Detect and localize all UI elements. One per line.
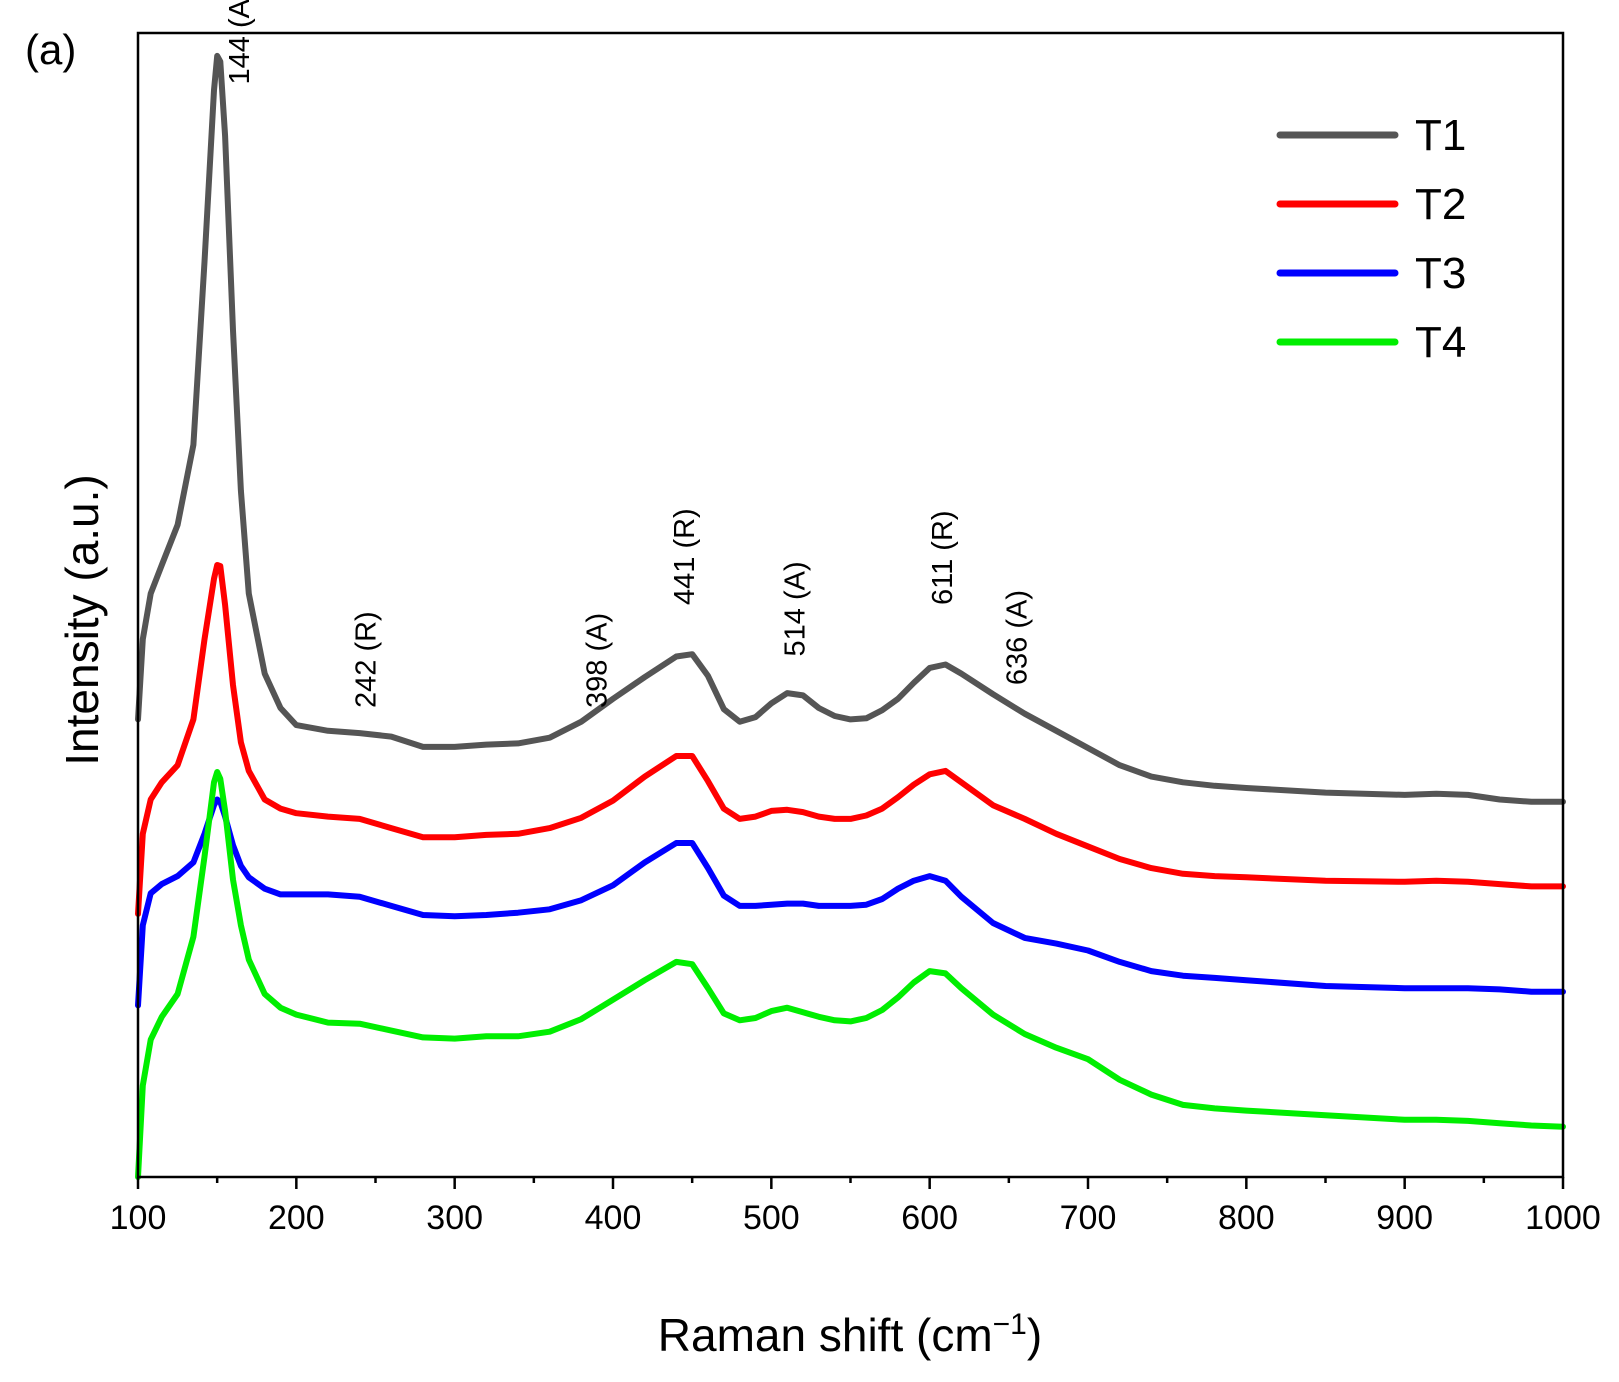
legend-label-t4: T4 (1415, 318, 1466, 367)
x-tick-label: 800 (1218, 1199, 1275, 1237)
series-line-t1 (135, 52, 1566, 805)
x-tick-label: 600 (901, 1199, 958, 1237)
x-tick-label: 700 (1060, 1199, 1117, 1237)
x-tick-label: 400 (585, 1199, 642, 1237)
x-axis-title-close: ) (1027, 1309, 1042, 1361)
plot-series (135, 52, 1566, 1180)
x-axis-title-superscript: −1 (993, 1308, 1027, 1341)
peak-label: 636 (A) (1001, 590, 1033, 685)
peak-label: 398 (A) (582, 613, 614, 708)
x-tick-label: 900 (1376, 1199, 1433, 1237)
peak-annotations: 144 (A) 242 (R) 398 (A) 441 (R) 514 (A) 611 (… (224, 0, 1034, 708)
peak-label: 441 (R) (669, 508, 701, 605)
x-tick-label: 300 (426, 1199, 483, 1237)
series-line-t4 (135, 769, 1566, 1180)
x-tick-label: 500 (743, 1199, 800, 1237)
x-axis-ticks: 100 200 300 400 500 600 700 800 900 1000 (110, 1177, 1601, 1237)
peak-label: 611 (R) (927, 510, 959, 605)
series-line-t2 (135, 562, 1566, 917)
x-tick-label: 100 (110, 1199, 167, 1237)
legend-label-t2: T2 (1415, 180, 1466, 229)
legend-label-t1: T1 (1415, 111, 1466, 160)
peak-label: 144 (A) (224, 0, 256, 85)
y-axis-title: Intensity (a.u.) (56, 474, 108, 765)
x-tick-label: 200 (268, 1199, 325, 1237)
x-axis-title-text: Raman shift (cm (658, 1309, 993, 1361)
x-axis-title: Raman shift (cm−1) (658, 1308, 1042, 1361)
x-tick-label: 1000 (1525, 1199, 1601, 1237)
peak-label: 514 (A) (780, 561, 812, 656)
legend-label-t3: T3 (1415, 249, 1466, 298)
legend: T1 T2 T3 T4 (1276, 111, 1466, 367)
panel-label: (a) (25, 26, 76, 73)
series-line-t3 (135, 796, 1566, 1009)
peak-label: 242 (R) (351, 611, 383, 708)
